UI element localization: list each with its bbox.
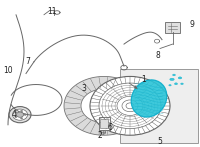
Circle shape bbox=[90, 76, 170, 135]
FancyBboxPatch shape bbox=[100, 119, 108, 128]
FancyBboxPatch shape bbox=[120, 69, 198, 143]
Ellipse shape bbox=[131, 80, 167, 117]
Circle shape bbox=[21, 110, 23, 112]
Circle shape bbox=[12, 109, 28, 120]
Text: 10: 10 bbox=[3, 66, 13, 75]
Text: 2: 2 bbox=[98, 131, 102, 140]
Text: 5: 5 bbox=[158, 137, 162, 146]
Circle shape bbox=[21, 118, 23, 119]
Ellipse shape bbox=[169, 85, 171, 86]
Text: 3: 3 bbox=[82, 84, 86, 93]
Ellipse shape bbox=[174, 83, 178, 85]
Text: 11: 11 bbox=[47, 7, 57, 16]
Polygon shape bbox=[64, 76, 122, 135]
Text: 7: 7 bbox=[26, 57, 30, 66]
Text: 6: 6 bbox=[108, 123, 112, 132]
FancyBboxPatch shape bbox=[165, 22, 180, 33]
Circle shape bbox=[9, 107, 31, 123]
Text: 8: 8 bbox=[156, 51, 160, 60]
Ellipse shape bbox=[173, 74, 175, 76]
Ellipse shape bbox=[181, 83, 183, 85]
Circle shape bbox=[16, 112, 24, 117]
Ellipse shape bbox=[170, 78, 174, 81]
Circle shape bbox=[15, 112, 17, 113]
Text: 1: 1 bbox=[142, 75, 146, 84]
FancyBboxPatch shape bbox=[99, 117, 110, 130]
Circle shape bbox=[100, 130, 106, 134]
Text: 9: 9 bbox=[190, 20, 194, 30]
Circle shape bbox=[15, 116, 17, 118]
Text: 4: 4 bbox=[12, 110, 16, 119]
Circle shape bbox=[24, 114, 26, 115]
Ellipse shape bbox=[178, 77, 182, 79]
